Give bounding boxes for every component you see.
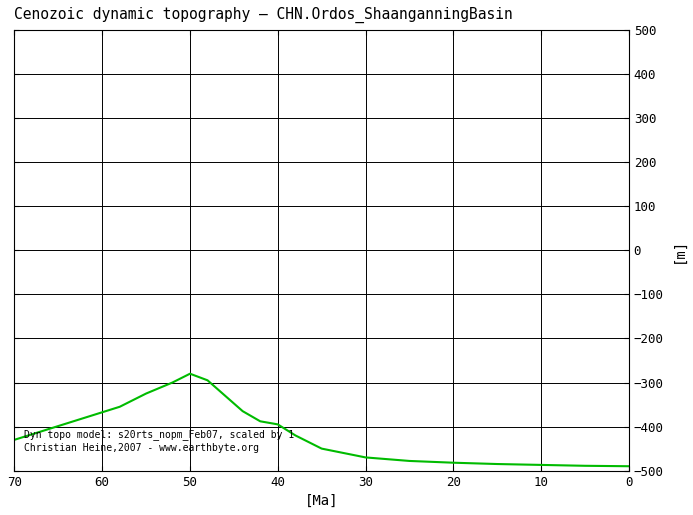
Text: Cenozoic dynamic topography – CHN.Ordos_ShaanganningBasin: Cenozoic dynamic topography – CHN.Ordos_…	[15, 7, 514, 23]
Y-axis label: [m]: [m]	[672, 238, 686, 263]
Text: Dyn topo model: s20rts_nopm_Feb07, scaled by 1
Christian Heine,2007 - www.earthb: Dyn topo model: s20rts_nopm_Feb07, scale…	[24, 429, 294, 453]
X-axis label: [Ma]: [Ma]	[305, 494, 338, 508]
